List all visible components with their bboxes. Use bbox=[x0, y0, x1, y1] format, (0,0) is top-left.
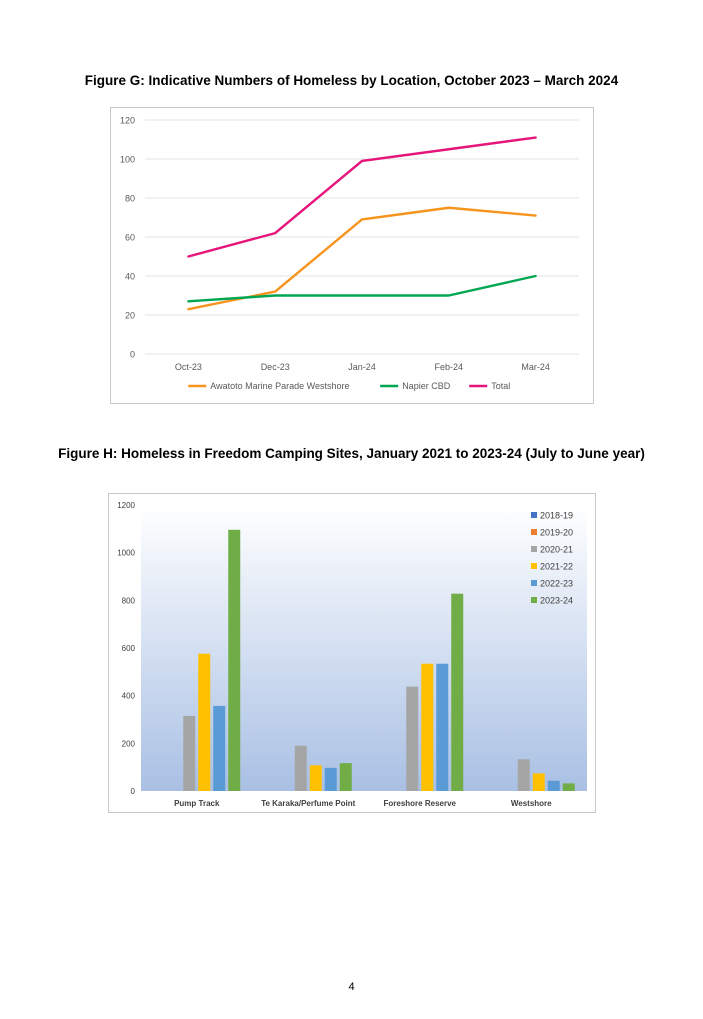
x-tick-label: Foreshore Reserve bbox=[384, 799, 457, 808]
bar bbox=[294, 745, 307, 791]
y-tick-label: 100 bbox=[120, 155, 135, 165]
bar bbox=[339, 763, 352, 791]
y-tick-label: 1000 bbox=[117, 549, 135, 558]
figure-h-svg: 0 200 400 600 800 1000 1200 Pump Track Te Karaka… bbox=[117, 501, 587, 808]
legend-swatch bbox=[531, 597, 537, 603]
y-tick-label: 40 bbox=[125, 272, 135, 282]
y-tick-label: 80 bbox=[125, 194, 135, 204]
y-tick-label: 800 bbox=[122, 596, 136, 605]
legend-swatch bbox=[531, 546, 537, 552]
bar bbox=[547, 780, 560, 791]
y-tick-label: 120 bbox=[120, 116, 135, 126]
legend-label: Awatoto Marine Parade Westshore bbox=[210, 381, 349, 391]
bar bbox=[421, 663, 434, 791]
bar bbox=[309, 765, 322, 791]
y-tick-label: 60 bbox=[125, 233, 135, 243]
legend-label: 2022-23 bbox=[540, 579, 573, 589]
y-tick-label: 0 bbox=[131, 787, 136, 796]
bar bbox=[228, 529, 241, 791]
y-tick-label: 400 bbox=[122, 692, 136, 701]
figure-g-title: Figure G: Indicative Numbers of Homeless… bbox=[84, 73, 619, 88]
legend-label: 2018-19 bbox=[540, 511, 573, 521]
bar bbox=[183, 715, 196, 791]
bar bbox=[562, 783, 575, 791]
legend-label: 2023-24 bbox=[540, 596, 573, 606]
bar bbox=[532, 773, 545, 791]
y-tick-label: 20 bbox=[125, 311, 135, 321]
figure-h-chart: 0 200 400 600 800 1000 1200 Pump Track Te Karaka… bbox=[108, 493, 596, 813]
x-tick-label: Te Karaka/Perfume Point bbox=[261, 799, 355, 808]
legend-label: Napier CBD bbox=[402, 381, 451, 391]
legend-swatch bbox=[531, 580, 537, 586]
legend-label: 2020-21 bbox=[540, 545, 573, 555]
x-tick-label: Oct-23 bbox=[175, 362, 202, 372]
bar bbox=[213, 705, 226, 791]
y-tick-label: 600 bbox=[122, 644, 136, 653]
y-tick-label: 0 bbox=[130, 350, 135, 360]
bar bbox=[436, 663, 449, 791]
x-tick-label: Pump Track bbox=[174, 799, 220, 808]
bar bbox=[406, 686, 419, 791]
figure-g-svg: 0 20 40 60 80 100 120 Oct-23 Dec-23 Jan-24 Feb-24 M… bbox=[120, 116, 579, 391]
legend-label: 2019-20 bbox=[540, 528, 573, 538]
y-tick-label: 200 bbox=[122, 739, 136, 748]
figure-g-chart: 0 20 40 60 80 100 120 Oct-23 Dec-23 Jan-24 Feb-24 M… bbox=[110, 107, 594, 404]
y-tick-label: 1200 bbox=[117, 501, 135, 510]
x-tick-label: Westshore bbox=[511, 799, 552, 808]
bar bbox=[198, 653, 211, 791]
bar bbox=[517, 759, 530, 791]
x-tick-label: Feb-24 bbox=[435, 362, 464, 372]
legend-swatch bbox=[531, 563, 537, 569]
series-line-1 bbox=[187, 206, 537, 311]
legend-label: Total bbox=[491, 381, 510, 391]
legend-label: 2021-22 bbox=[540, 562, 573, 572]
legend-swatch bbox=[531, 529, 537, 535]
series-line-3 bbox=[187, 136, 537, 258]
legend-swatch bbox=[531, 512, 537, 518]
x-tick-label: Jan-24 bbox=[348, 362, 376, 372]
figure-h-title: Figure H: Homeless in Freedom Camping Si… bbox=[58, 446, 645, 461]
x-tick-label: Mar-24 bbox=[521, 362, 550, 372]
bar bbox=[324, 767, 337, 791]
page-number: 4 bbox=[348, 981, 355, 993]
bar bbox=[451, 593, 464, 791]
x-tick-label: Dec-23 bbox=[261, 362, 290, 372]
series-line-2 bbox=[187, 274, 537, 303]
